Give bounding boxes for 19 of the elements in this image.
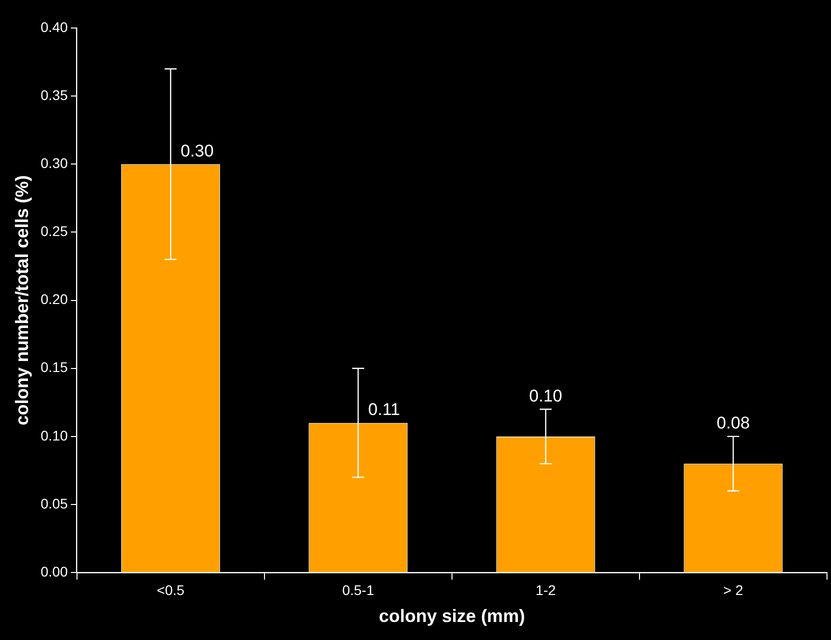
x-tick-label: <0.5 — [156, 582, 185, 598]
y-tick-label: 0.00 — [40, 563, 68, 580]
y-tick-label: 0.15 — [40, 359, 68, 376]
data-label: 0.10 — [529, 386, 562, 406]
y-tick-label: 0.25 — [40, 223, 68, 240]
data-label: 0.08 — [716, 414, 750, 433]
y-tick-label: 0.10 — [40, 427, 68, 444]
x-tick-label: 1-2 — [536, 582, 556, 598]
x-tick-label: 0.5-1 — [342, 582, 374, 598]
x-axis-title: colony size (mm) — [378, 606, 525, 626]
y-axis-title: colony number/total cells (%) — [12, 175, 32, 426]
y-tick-label: 0.05 — [40, 495, 68, 512]
data-label: 0.30 — [180, 141, 214, 160]
y-tick-label: 0.40 — [40, 18, 68, 35]
y-tick-label: 0.30 — [40, 155, 68, 172]
y-tick-label: 0.35 — [40, 86, 68, 103]
y-tick-label: 0.20 — [40, 291, 68, 308]
data-label: 0.11 — [368, 400, 400, 420]
x-tick-label: > 2 — [723, 582, 744, 598]
